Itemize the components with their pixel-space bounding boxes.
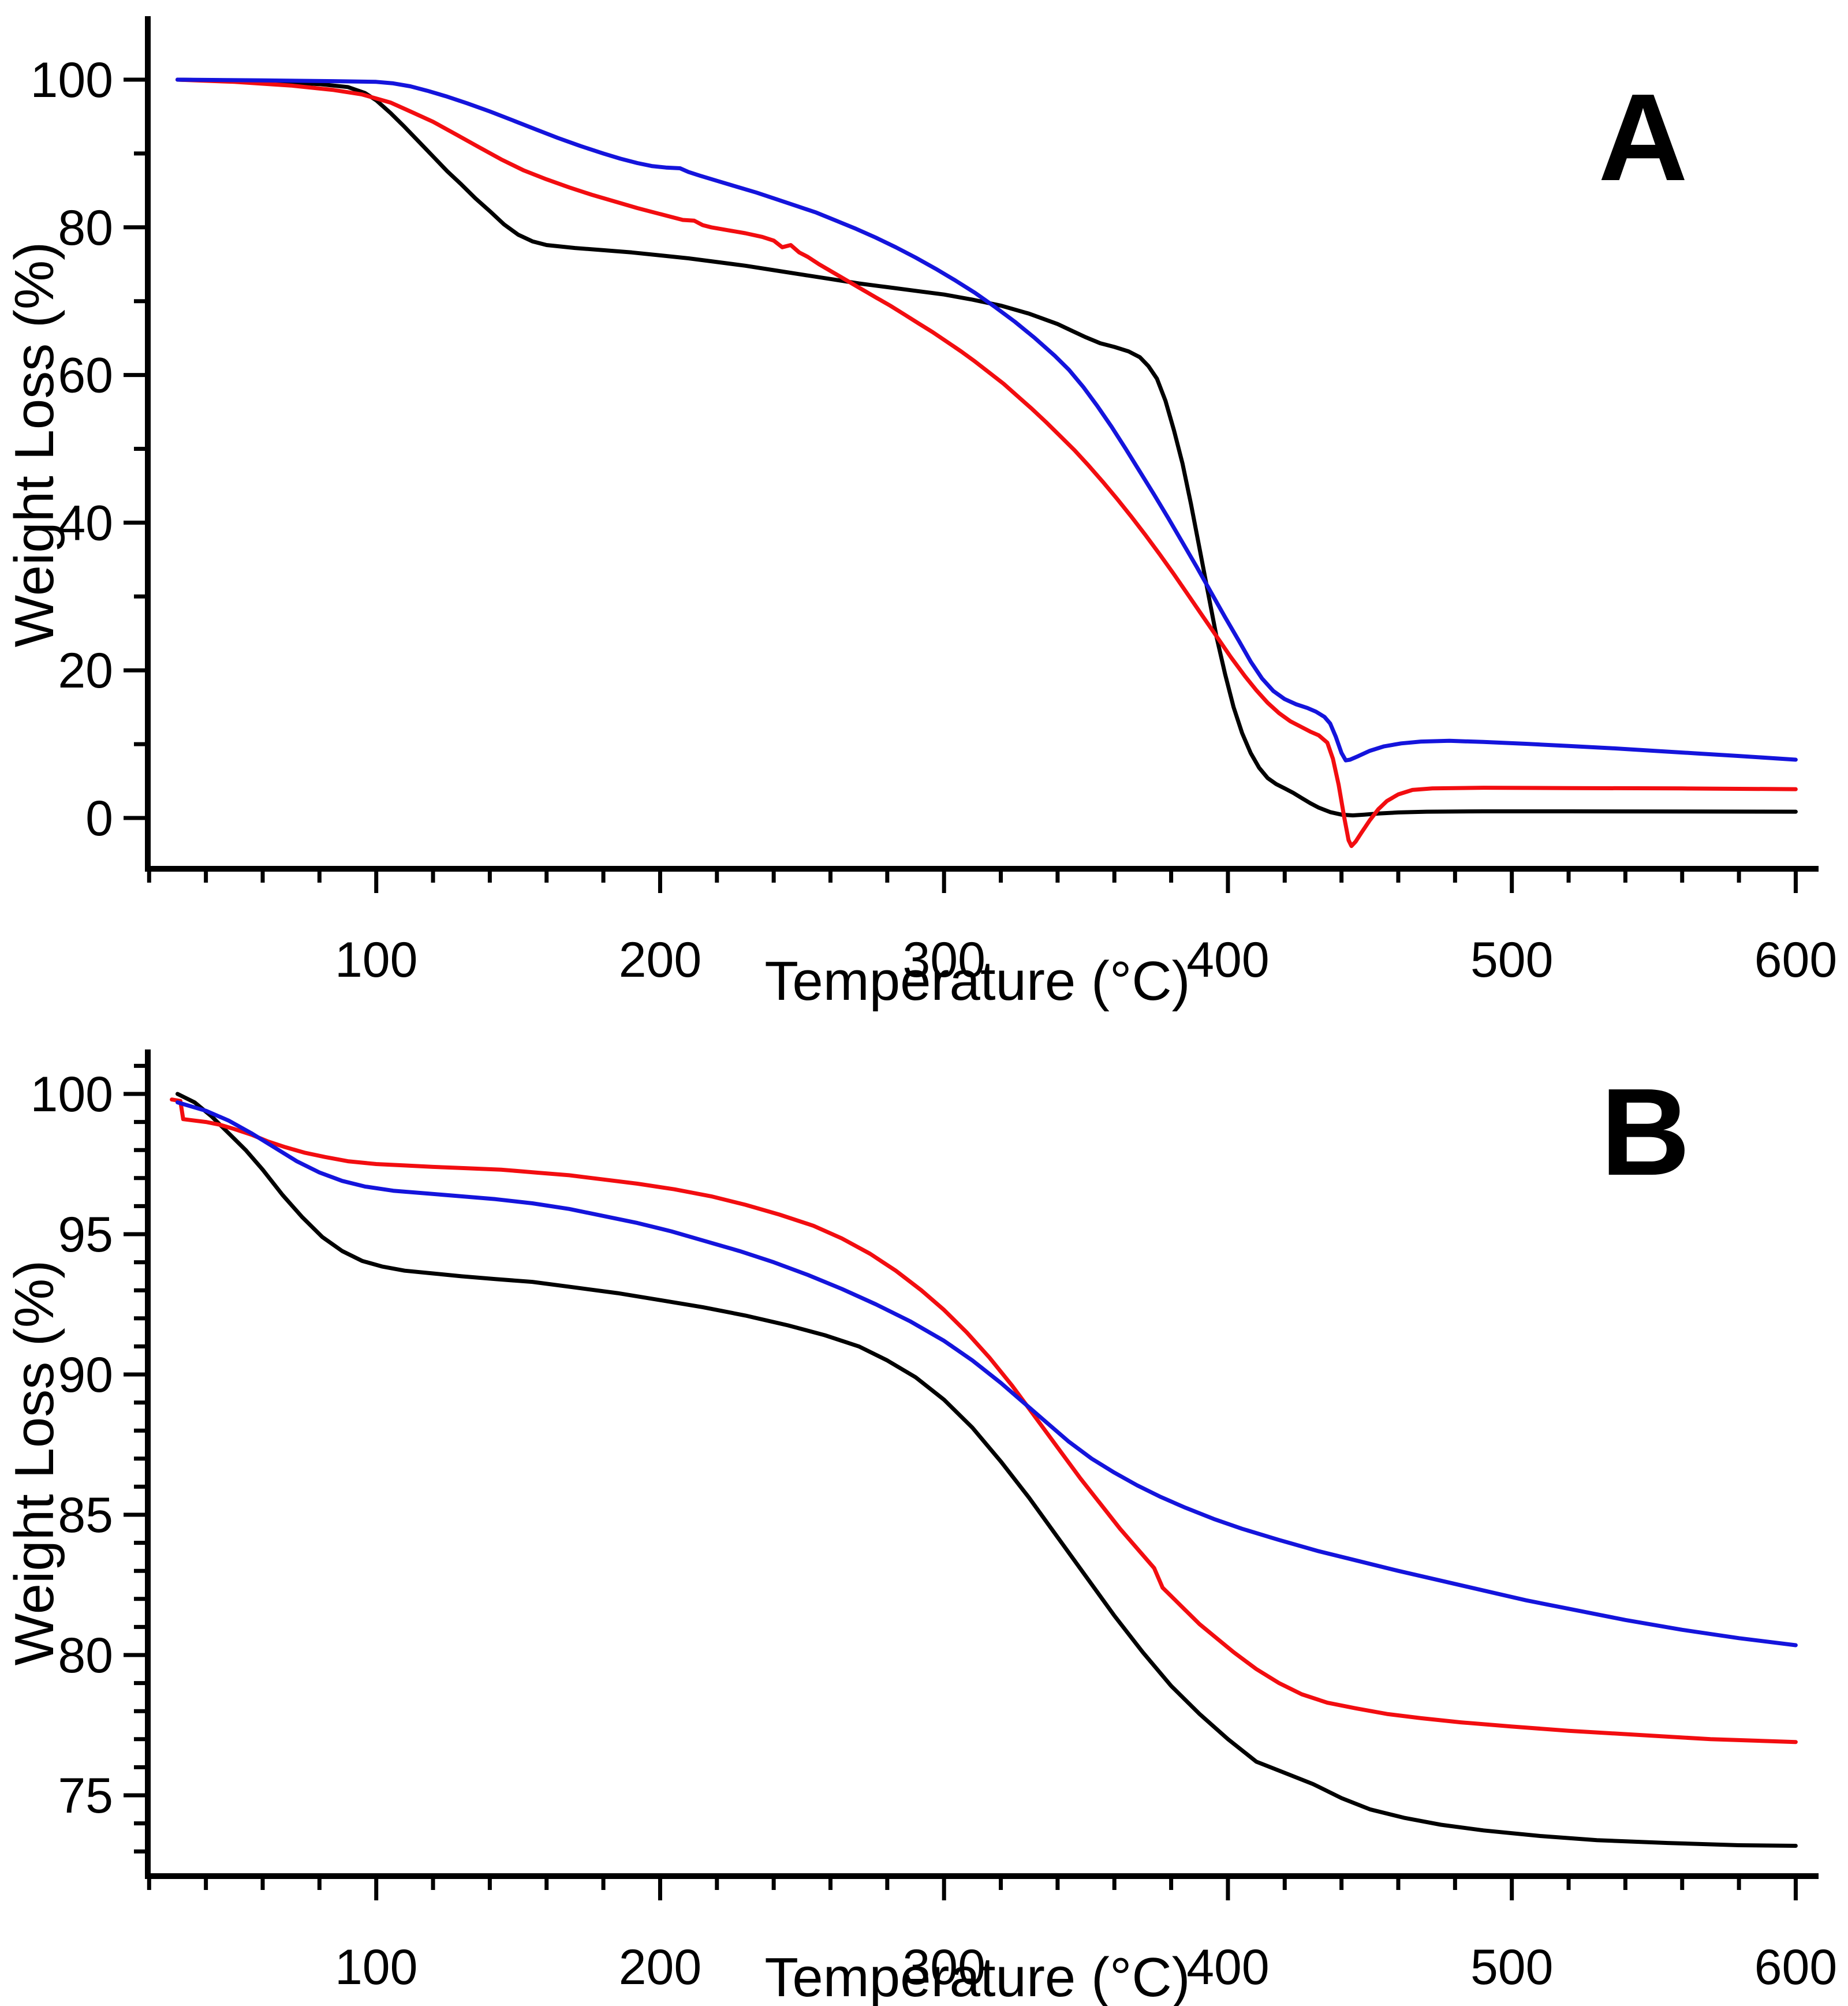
panel-b-curves: [170, 1092, 1798, 1848]
y-tick-label: 100: [31, 53, 114, 108]
y-tick-label: 40: [58, 495, 113, 551]
x-tick-label: 100: [335, 1940, 418, 1995]
x-tick-label: 600: [1754, 932, 1838, 988]
panel-a-x-axis-title: Temperature (°C): [764, 950, 1190, 1012]
y-tick-label: 100: [31, 1067, 114, 1122]
panel-b-tick-labels: 100 200 300 400 500 600 75 80 85 90 95 100: [31, 1067, 1838, 1995]
panel-a-tick-labels: 100 200 300 400 500 600 0 20 40 60 80 100: [31, 53, 1838, 988]
x-tick-label: 200: [619, 932, 702, 988]
y-tick-label: 75: [58, 1768, 113, 1824]
panel-b-axes: [145, 1049, 1819, 1879]
y-tick-label: 85: [58, 1488, 113, 1543]
x-tick-label: 300: [902, 1940, 985, 1995]
panel-b-ticks: [124, 1063, 1798, 1900]
x-tick-label: 200: [619, 1940, 702, 1995]
y-tick-label: 80: [58, 1628, 113, 1683]
x-tick-label: 600: [1754, 1940, 1838, 1995]
curve-red: [170, 1097, 1798, 1744]
y-tick-label: 0: [85, 791, 113, 846]
x-tick-label: 100: [335, 932, 418, 988]
curve-black: [176, 1092, 1798, 1848]
panel-b-letter: B: [1600, 1062, 1690, 1201]
y-tick-label: 60: [58, 348, 113, 404]
curve-red: [176, 77, 1798, 849]
y-tick-label: 90: [58, 1347, 113, 1403]
panel-a-ticks: [124, 77, 1798, 893]
x-tick-label: 500: [1470, 1940, 1554, 1995]
x-tick-label: 400: [1186, 932, 1270, 988]
panel-a: 100 200 300 400 500 600 0 20 40 60 80 100 Temperatu…: [3, 16, 1837, 1012]
panel-b-x-axis-title: Temperature (°C): [764, 1947, 1190, 2006]
x-tick-label: 400: [1186, 1940, 1270, 1995]
y-tick-label: 80: [58, 200, 113, 256]
y-tick-label: 95: [58, 1207, 113, 1262]
x-tick-label: 300: [902, 932, 985, 988]
panel-a-y-axis-title: Weight Loss (%): [3, 242, 65, 647]
panel-a-curves: [176, 77, 1798, 849]
x-tick-label: 500: [1470, 932, 1554, 988]
y-tick-label: 20: [58, 643, 113, 698]
curve-blue: [176, 77, 1798, 763]
panel-a-letter: A: [1598, 68, 1688, 207]
panel-b-y-axis-title: Weight Loss (%): [3, 1260, 65, 1665]
curve-black: [176, 77, 1798, 817]
curve-blue: [176, 1100, 1798, 1648]
panel-a-axes: [145, 16, 1819, 872]
panel-b: 100 200 300 400 500 600 75 80 85 90 95 100 Temperat…: [3, 1049, 1837, 2006]
